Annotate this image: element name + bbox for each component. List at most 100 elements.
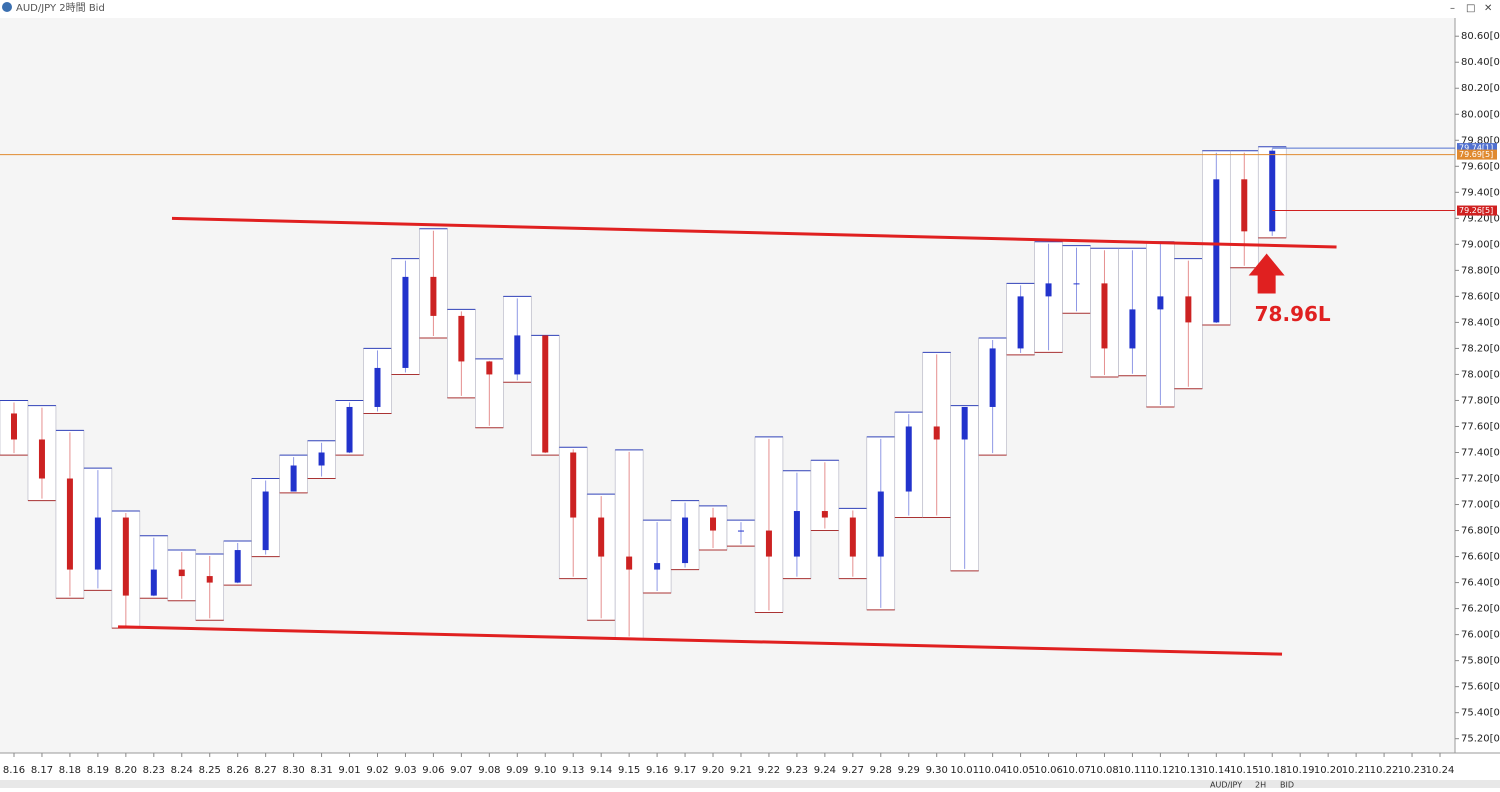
x-tick-label: 9.15 — [618, 765, 640, 776]
toolbar-dropdown[interactable]: BID — [1280, 781, 1294, 790]
candle-body — [961, 406, 968, 440]
y-tick-label: 79.00[0] — [1461, 239, 1500, 250]
y-tick-label: 80.60[0] — [1461, 31, 1500, 42]
candle-body — [486, 361, 493, 375]
y-tick-label: 76.00[0] — [1461, 630, 1500, 641]
candle-body — [206, 576, 213, 583]
candle-body — [933, 426, 940, 440]
y-tick-label: 75.40[0] — [1461, 708, 1500, 719]
candle-body — [1073, 283, 1080, 285]
x-tick-label: 10.14 — [1202, 765, 1231, 776]
toolbar-dropdown[interactable]: 2H — [1255, 781, 1266, 790]
candle-body — [570, 452, 577, 518]
x-tick-label: 9.20 — [702, 765, 724, 776]
candle-body — [737, 530, 744, 532]
y-tick-label: 76.20[0] — [1461, 604, 1500, 615]
x-tick-label: 9.03 — [394, 765, 416, 776]
candle-body — [1045, 283, 1052, 297]
y-tick-label: 80.20[0] — [1461, 83, 1500, 94]
candle-body — [598, 517, 605, 557]
candle-body — [682, 517, 689, 564]
candle-body — [905, 426, 912, 492]
x-tick-label: 10.15 — [1230, 765, 1259, 776]
y-tick-label: 80.00[0] — [1461, 109, 1500, 120]
y-tick-label: 79.60[0] — [1461, 161, 1500, 172]
annotation-arrow — [1248, 253, 1285, 294]
candle-body — [458, 315, 465, 362]
x-tick-label: 8.23 — [143, 765, 165, 776]
x-tick-label: 8.20 — [115, 765, 137, 776]
price-tag-label: 79.69[5] — [1459, 150, 1493, 159]
x-tick-label: 10.08 — [1090, 765, 1119, 776]
x-tick-label: 9.07 — [450, 765, 472, 776]
candle-body — [94, 517, 101, 570]
x-tick-label: 10.04 — [978, 765, 1007, 776]
x-tick-label: 10.07 — [1062, 765, 1091, 776]
candle-body — [346, 406, 353, 453]
price-tag — [1457, 149, 1497, 160]
candle-body — [430, 276, 437, 316]
x-tick-label: 9.28 — [870, 765, 892, 776]
x-tick-label: 9.06 — [422, 765, 444, 776]
x-tick-label: 8.16 — [3, 765, 25, 776]
candle-body — [38, 439, 45, 479]
candle-body — [1157, 296, 1164, 310]
candle-body — [654, 563, 661, 570]
close-button[interactable]: ✕ — [1484, 3, 1492, 14]
x-tick-label: 9.22 — [758, 765, 780, 776]
candle-body — [318, 452, 325, 466]
candle-body — [849, 517, 856, 557]
price-tag — [1457, 205, 1497, 216]
candle-body — [1213, 179, 1220, 323]
x-tick-label: 8.17 — [31, 765, 53, 776]
annotation-label: 78.96L — [1255, 302, 1331, 326]
toolbar-dropdown[interactable]: AUD/JPY — [1210, 781, 1242, 790]
y-tick-label: 75.80[0] — [1461, 656, 1500, 667]
x-tick-label: 10.21 — [1342, 765, 1371, 776]
x-tick-label: 9.24 — [814, 765, 836, 776]
x-tick-label: 8.19 — [87, 765, 109, 776]
y-tick-label: 78.00[0] — [1461, 369, 1500, 380]
y-tick-label: 78.80[0] — [1461, 265, 1500, 276]
status-bar — [0, 780, 1500, 788]
y-tick-label: 77.80[0] — [1461, 395, 1500, 406]
y-tick-label: 79.20[0] — [1461, 213, 1500, 224]
candle-body — [1129, 309, 1136, 349]
candle-body — [262, 491, 269, 551]
minimize-button[interactable]: – — [1450, 3, 1455, 14]
candle-body — [402, 276, 409, 368]
price-tag — [1457, 143, 1497, 154]
candle-body — [150, 569, 157, 596]
x-tick-label: 8.18 — [59, 765, 81, 776]
app-icon — [2, 2, 12, 12]
x-tick-label: 9.17 — [674, 765, 696, 776]
y-tick-label: 76.60[0] — [1461, 552, 1500, 563]
y-tick-label: 77.20[0] — [1461, 474, 1500, 485]
x-tick-label: 10.11 — [1118, 765, 1147, 776]
x-tick-label: 10.24 — [1426, 765, 1455, 776]
candle-body — [1241, 179, 1248, 232]
x-tick-label: 9.10 — [534, 765, 556, 776]
candle-body — [542, 335, 549, 453]
candle-body — [290, 465, 297, 492]
price-tag-label: 79.26[5] — [1459, 206, 1493, 215]
x-tick-label: 10.19 — [1286, 765, 1315, 776]
x-tick-label: 10.12 — [1146, 765, 1175, 776]
y-tick-label: 77.40[0] — [1461, 447, 1500, 458]
y-tick-label: 80.40[0] — [1461, 57, 1500, 68]
candle-body — [710, 517, 717, 531]
x-tick-label: 10.23 — [1398, 765, 1427, 776]
x-tick-label: 9.16 — [646, 765, 668, 776]
x-tick-label: 10.20 — [1314, 765, 1343, 776]
x-tick-label: 8.26 — [227, 765, 249, 776]
x-tick-label: 9.08 — [478, 765, 500, 776]
candle-body — [66, 478, 73, 570]
candle-body — [1101, 283, 1108, 349]
x-tick-label: 9.01 — [338, 765, 360, 776]
x-tick-label: 10.13 — [1174, 765, 1203, 776]
maximize-button[interactable]: □ — [1466, 3, 1475, 14]
x-tick-label: 10.18 — [1258, 765, 1287, 776]
x-tick-label: 10.05 — [1006, 765, 1035, 776]
y-tick-label: 75.20[0] — [1461, 734, 1500, 745]
